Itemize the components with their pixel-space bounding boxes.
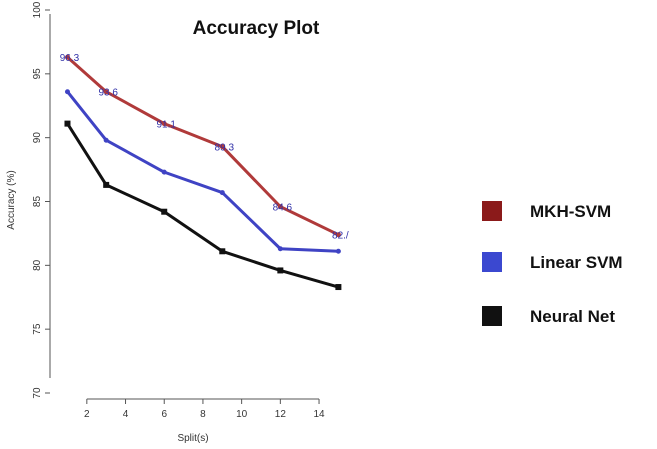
y-tick-label: 70 (32, 387, 43, 399)
series-line-neural-net (65, 122, 340, 289)
y-axis-label: Accuracy (%) (6, 170, 17, 229)
legend-label-neural-net: Neural Net (530, 307, 615, 326)
data-label-mkh-svm: 91.1 (156, 120, 176, 131)
y-tick-label: 100 (32, 1, 43, 18)
series-line-mkh-svm (65, 55, 340, 237)
y-tick-label: 90 (32, 132, 43, 144)
data-label-mkh-svm: 84.6 (273, 203, 293, 214)
data-point-linear-svm (64, 89, 70, 95)
data-point-linear-svm (335, 248, 341, 254)
x-tick-label: 10 (236, 409, 248, 420)
legend-swatch-linear-svm (482, 252, 502, 272)
legend-label-linear-svm: Linear SVM (530, 253, 623, 272)
data-point-neural-net (219, 248, 226, 255)
data-point-linear-svm (161, 169, 167, 175)
axes: 70 75 80 85 90 95 100 2 4 6 8 10 12 14 (32, 1, 325, 420)
data-label-mkh-svm: 82./ (332, 231, 349, 242)
x-tick-label: 8 (200, 409, 206, 420)
data-label-mkh-svm: 93.6 (98, 88, 118, 99)
legend-swatch-mkh-svm (482, 201, 502, 221)
data-label-mkh-svm: 89.3 (215, 143, 235, 154)
data-point-neural-net (103, 181, 110, 188)
data-point-mkh-svm (64, 54, 70, 60)
series-lines (64, 54, 342, 291)
legend-label-mkh-svm: MKH-SVM (530, 202, 611, 221)
data-label-mkh-svm: 96.3 (60, 53, 80, 64)
chart-title: Accuracy Plot (193, 18, 320, 39)
data-point-linear-svm (219, 190, 225, 196)
x-tick-label: 12 (275, 409, 287, 420)
x-tick-label: 4 (123, 409, 129, 420)
y-tick-label: 85 (32, 196, 43, 208)
legend: MKH-SVM Linear SVM Neural Net (482, 201, 623, 326)
data-point-linear-svm (103, 137, 109, 143)
data-point-mkh-svm (335, 232, 341, 238)
data-point-linear-svm (277, 246, 283, 252)
data-point-neural-net (161, 208, 168, 215)
data-labels: 96.3 93.6 91.1 89.3 84.6 82./ (60, 53, 349, 241)
x-axis-label: Split(s) (177, 433, 208, 444)
data-point-neural-net (335, 284, 342, 291)
series-line-linear-svm (65, 90, 340, 253)
data-point-mkh-svm (161, 121, 167, 127)
data-point-mkh-svm (277, 204, 283, 210)
y-tick-label: 80 (32, 259, 43, 271)
data-point-mkh-svm (219, 144, 225, 150)
y-tick-label: 95 (32, 68, 43, 80)
x-tick-label: 6 (161, 409, 167, 420)
x-tick-label: 14 (313, 409, 325, 420)
y-tick-label: 75 (32, 323, 43, 335)
data-point-neural-net (64, 120, 71, 127)
legend-swatch-neural-net (482, 306, 502, 326)
x-tick-label: 2 (84, 409, 90, 420)
data-point-neural-net (277, 267, 284, 274)
data-point-mkh-svm (103, 89, 109, 95)
